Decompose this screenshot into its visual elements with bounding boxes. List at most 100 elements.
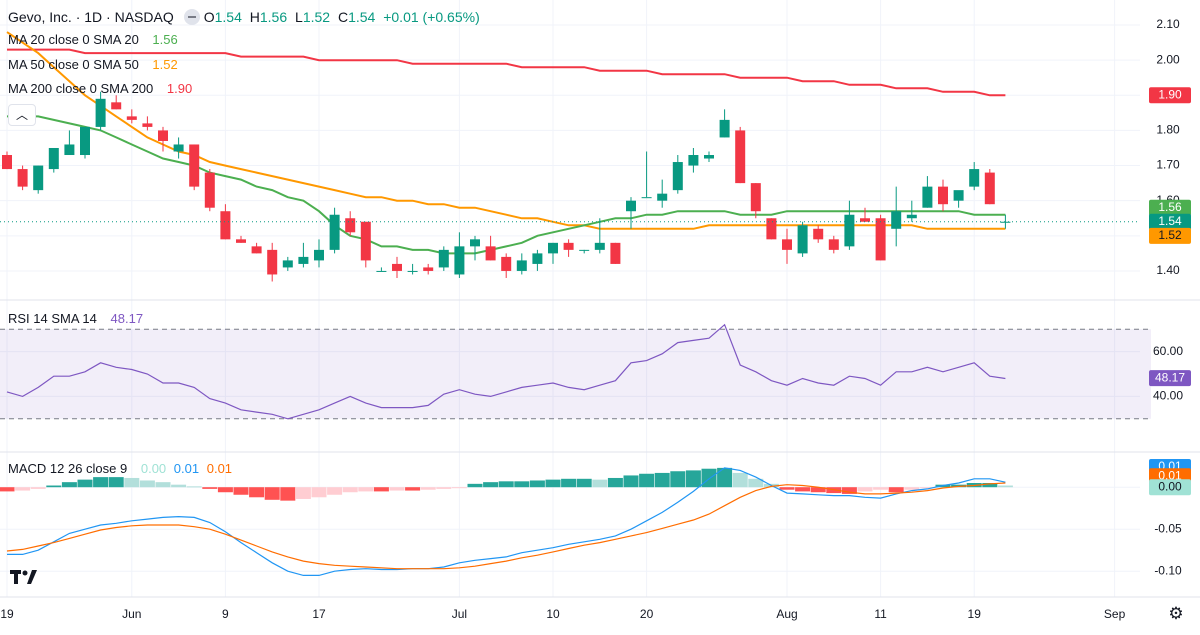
- macd-hist-value: 0.00: [140, 461, 167, 476]
- candle-body: [922, 186, 933, 208]
- price-pane[interactable]: [0, 31, 1140, 282]
- candle-body: [501, 256, 512, 271]
- ma20-line: [7, 115, 1006, 255]
- ma50-legend[interactable]: MA 50 close 0 SMA 50 1.52: [8, 57, 182, 73]
- candle: [735, 126, 746, 184]
- candle: [485, 235, 496, 261]
- macd-hist-bar: [561, 478, 577, 488]
- candle-body: [672, 162, 683, 191]
- value-badge: 0.00: [1149, 479, 1191, 496]
- macd-pane[interactable]: [0, 467, 1013, 576]
- macd-hist-bar: [810, 487, 826, 493]
- candle-body: [438, 249, 449, 268]
- candle-body: [454, 246, 465, 275]
- signal-path: [6, 482, 1006, 570]
- candle: [17, 165, 28, 191]
- macd-hist-bar: [93, 477, 109, 488]
- candle: [782, 228, 792, 264]
- candle: [142, 116, 153, 131]
- value-badge: 1.54: [1149, 213, 1191, 230]
- chevron-up-icon[interactable]: ︿: [8, 104, 36, 126]
- ma20-label[interactable]: MA 20 close 0 SMA 20: [8, 32, 139, 47]
- symbol-title[interactable]: Gevo, Inc. · 1D · NASDAQ: [8, 9, 174, 25]
- candle: [423, 263, 434, 275]
- axis-tick-label: Aug: [776, 607, 797, 621]
- candle-body: [470, 239, 480, 247]
- candle: [984, 169, 995, 205]
- candle-body: [126, 116, 137, 120]
- candle-body: [360, 221, 371, 261]
- svg-text:0.00: 0.00: [1158, 479, 1182, 493]
- open-label: O: [203, 9, 215, 25]
- pane-dividers: [0, 299, 1200, 598]
- macd-hist-bar: [15, 487, 31, 491]
- candle: [672, 155, 683, 194]
- svg-text:0.01: 0.01: [1158, 468, 1182, 482]
- macd-hist-bar: [904, 487, 920, 490]
- candle: [454, 232, 465, 278]
- grid-lines: [0, 0, 1140, 597]
- candle: [953, 190, 964, 208]
- candle-body: [532, 253, 543, 264]
- ma50-label[interactable]: MA 50 close 0 SMA 50: [8, 57, 139, 72]
- ma50-value: 1.52: [152, 57, 178, 72]
- candle-body: [750, 183, 761, 212]
- macd-hist-bar: [420, 487, 436, 490]
- candle-body: [735, 130, 746, 184]
- candle-body: [111, 102, 122, 110]
- ma200-legend[interactable]: MA 200 close 0 SMA 200 1.90: [8, 81, 196, 97]
- rsi-pane[interactable]: [0, 323, 1151, 420]
- ma20-path: [7, 115, 1006, 255]
- rsi-label[interactable]: RSI 14 SMA 14: [8, 311, 97, 326]
- axis-tick-label: -0.10: [1154, 563, 1182, 577]
- gear-icon[interactable]: ⚙: [1168, 604, 1184, 623]
- macd-hist-bar: [280, 487, 296, 501]
- axis-tick-label: 20: [640, 607, 654, 621]
- tradingview-logo-icon[interactable]: [10, 568, 38, 592]
- macd-hist-bar: [342, 487, 358, 493]
- candle: [392, 256, 402, 278]
- ma20-legend[interactable]: MA 20 close 0 SMA 20 1.56: [8, 32, 182, 48]
- candle-body: [719, 119, 730, 138]
- candle: [314, 239, 324, 268]
- candle-body: [782, 239, 792, 250]
- candle: [95, 91, 106, 131]
- candle: [594, 218, 605, 254]
- candle-body: [766, 218, 777, 240]
- symbol-legend[interactable]: Gevo, Inc. · 1D · NASDAQ O1.54 H1.56 L1.5…: [8, 9, 484, 26]
- macd-hist-bar: [576, 478, 592, 488]
- svg-text:1.56: 1.56: [1158, 200, 1182, 214]
- ma200-label[interactable]: MA 200 close 0 SMA 200: [8, 81, 154, 96]
- value-badge: 1.90: [1149, 87, 1191, 104]
- eye-off-icon[interactable]: [183, 9, 200, 26]
- macd-hist-bar: [592, 479, 608, 488]
- open-value: 1.54: [214, 9, 242, 25]
- macd-legend[interactable]: MACD 12 26 close 9 0.00 0.01 0.01: [8, 461, 236, 477]
- value-badge: 48.17: [1149, 370, 1191, 387]
- rsi-legend[interactable]: RSI 14 SMA 14 48.17: [8, 311, 147, 327]
- candle-body: [563, 242, 574, 250]
- candle: [797, 221, 808, 257]
- ma20-value: 1.56: [152, 32, 178, 47]
- macd-hist-bar: [451, 487, 467, 489]
- candle-body: [704, 155, 714, 159]
- macd-hist-bar: [997, 485, 1013, 488]
- candle: [189, 144, 200, 191]
- rsi-axis[interactable]: 60.00 40.00: [1153, 344, 1183, 403]
- candle-body: [984, 172, 995, 205]
- macd-hist-bar: [311, 487, 327, 498]
- macd-label[interactable]: MACD 12 26 close 9: [8, 461, 128, 476]
- ma200-line: [7, 48, 1006, 97]
- macd-hist-bar: [202, 487, 218, 489]
- axis-tick-label: Jun: [122, 607, 141, 621]
- svg-text:48.17: 48.17: [1155, 370, 1185, 384]
- axis-tick-label: 19: [968, 607, 982, 621]
- ma50-line: [6, 31, 1006, 230]
- candle-body: [641, 197, 652, 199]
- macd-hist-bar: [670, 471, 686, 488]
- time-axis[interactable]: 19 Jun 9 17 Jul 10 20 Aug 11 19 Sep: [0, 607, 1125, 621]
- macd-hist-bar: [233, 487, 249, 495]
- macd-hist-bar: [873, 487, 889, 490]
